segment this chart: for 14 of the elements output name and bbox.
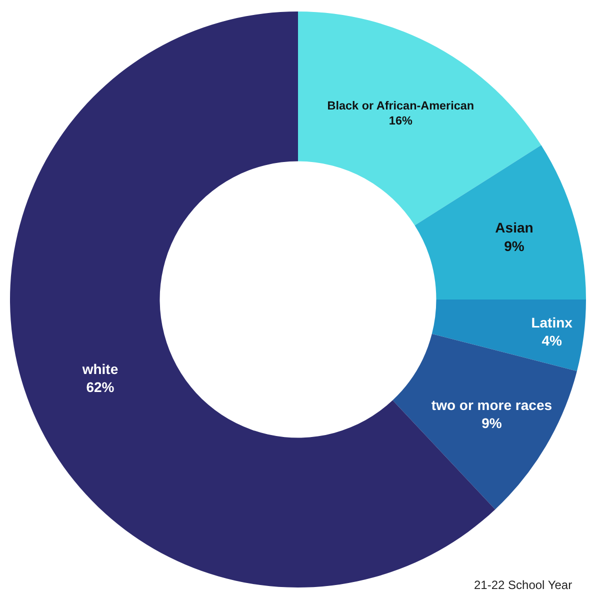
slice-label: Latinx — [531, 314, 573, 330]
donut-slice — [414, 145, 586, 300]
slice-label: Asian — [495, 220, 534, 236]
data-label: 9% — [504, 238, 525, 254]
data-label: 16% — [388, 114, 413, 128]
slice-label: Black or African-American — [327, 99, 474, 112]
data-label: 4% — [542, 332, 562, 349]
donut-slice — [432, 300, 586, 372]
data-label: 9% — [482, 415, 502, 432]
data-label: 62% — [86, 379, 115, 396]
slice-label: two or more races — [431, 397, 552, 414]
text: 21-22 School Year — [474, 578, 572, 592]
slice-label: white — [81, 360, 118, 377]
donut-slice — [392, 334, 577, 510]
